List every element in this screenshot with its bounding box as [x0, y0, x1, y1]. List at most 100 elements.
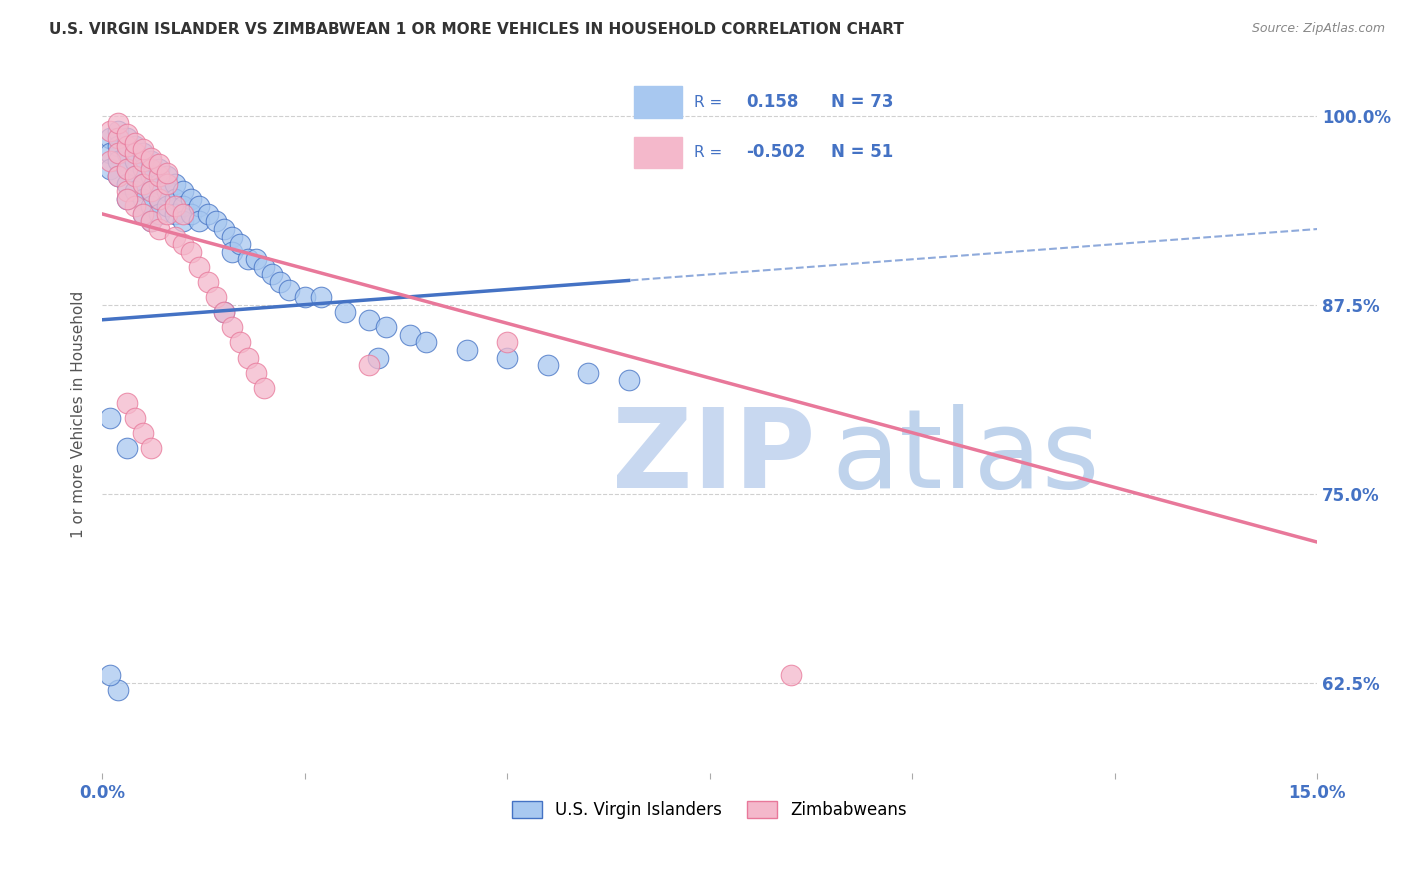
Point [139, 199, 162, 213]
Point [139, 214, 162, 228]
Point [367, 351, 389, 365]
Point [107, 139, 129, 153]
Point [98, 668, 121, 682]
Point [107, 146, 129, 161]
Point [148, 192, 170, 206]
Point [124, 139, 146, 153]
Point [148, 157, 170, 171]
Point [124, 169, 146, 183]
Point [165, 192, 187, 206]
Point [221, 229, 243, 244]
Point [139, 161, 162, 176]
Point [172, 184, 194, 198]
Point [212, 305, 235, 319]
Point [115, 396, 138, 410]
Text: Source: ZipAtlas.com: Source: ZipAtlas.com [1251, 22, 1385, 36]
Point [156, 169, 179, 183]
Point [172, 214, 194, 228]
Point [188, 199, 211, 213]
Point [245, 252, 267, 267]
Point [212, 222, 235, 236]
Point [115, 146, 138, 161]
Point [253, 260, 276, 274]
Point [229, 335, 252, 350]
Point [124, 146, 146, 161]
Point [165, 199, 187, 213]
Point [107, 153, 129, 168]
Point [148, 177, 170, 191]
Point [98, 161, 121, 176]
Point [165, 177, 187, 191]
Point [132, 207, 155, 221]
Point [188, 214, 211, 228]
Point [139, 214, 162, 228]
Point [236, 252, 259, 267]
Point [107, 683, 129, 698]
Point [115, 161, 138, 176]
Point [156, 199, 179, 213]
Point [180, 244, 202, 259]
Point [309, 290, 332, 304]
Point [374, 320, 396, 334]
Point [132, 153, 155, 168]
Point [180, 192, 202, 206]
Point [139, 184, 162, 198]
Point [399, 327, 422, 342]
Point [132, 177, 155, 191]
Point [156, 177, 179, 191]
Text: atlas: atlas [831, 404, 1099, 511]
Point [156, 207, 179, 221]
Point [115, 192, 138, 206]
Text: ZIP: ZIP [613, 404, 815, 511]
Point [139, 151, 162, 165]
Point [165, 207, 187, 221]
Point [107, 169, 129, 183]
Point [212, 305, 235, 319]
Point [496, 351, 519, 365]
Point [124, 153, 146, 168]
Point [496, 335, 519, 350]
Point [107, 124, 129, 138]
Point [277, 283, 299, 297]
Point [139, 184, 162, 198]
Point [139, 169, 162, 183]
Point [115, 127, 138, 141]
Point [245, 366, 267, 380]
Point [165, 229, 187, 244]
Point [335, 305, 357, 319]
Point [236, 351, 259, 365]
Point [197, 207, 219, 221]
Point [172, 207, 194, 221]
Text: U.S. VIRGIN ISLANDER VS ZIMBABWEAN 1 OR MORE VEHICLES IN HOUSEHOLD CORRELATION C: U.S. VIRGIN ISLANDER VS ZIMBABWEAN 1 OR … [49, 22, 904, 37]
Point [98, 153, 121, 168]
Point [139, 153, 162, 168]
Point [156, 184, 179, 198]
Point [180, 207, 202, 221]
Point [576, 366, 599, 380]
Point [221, 244, 243, 259]
Point [269, 275, 291, 289]
Point [107, 116, 129, 130]
Point [253, 381, 276, 395]
Point [148, 192, 170, 206]
Point [132, 192, 155, 206]
Point [115, 442, 138, 456]
Point [359, 358, 381, 372]
Point [229, 237, 252, 252]
Legend: U.S. Virgin Islanders, Zimbabweans: U.S. Virgin Islanders, Zimbabweans [505, 795, 914, 826]
Point [132, 146, 155, 161]
Point [115, 139, 138, 153]
Point [107, 131, 129, 145]
Point [172, 237, 194, 252]
Point [221, 320, 243, 334]
Point [98, 411, 121, 425]
Point [148, 222, 170, 236]
Point [124, 136, 146, 150]
Point [359, 312, 381, 326]
Point [115, 161, 138, 176]
Point [156, 166, 179, 180]
Point [115, 177, 138, 191]
Point [204, 290, 226, 304]
Point [132, 161, 155, 176]
Point [779, 668, 801, 682]
